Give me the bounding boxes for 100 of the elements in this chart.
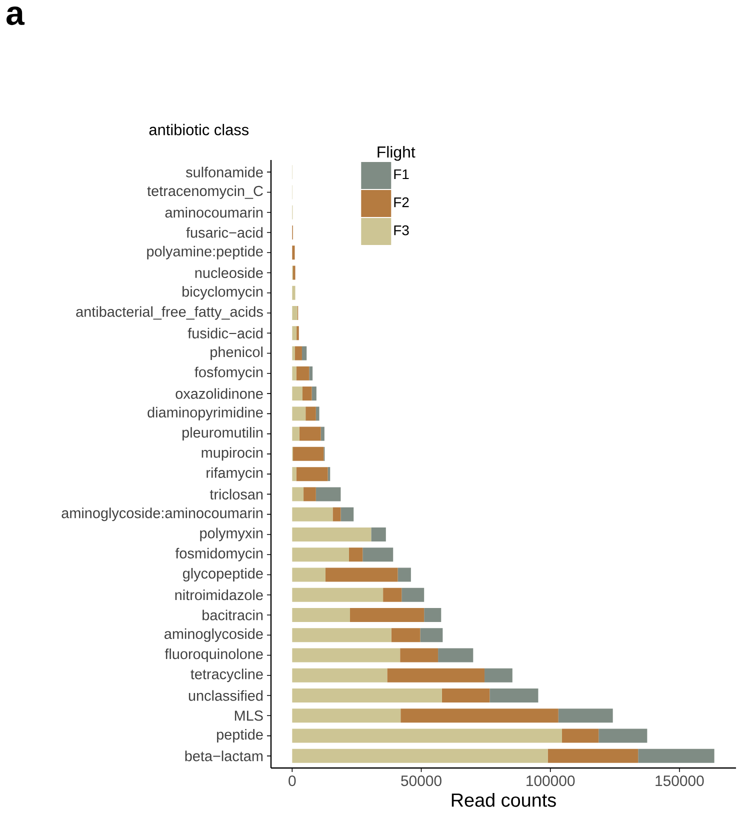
bar xyxy=(400,708,559,723)
y-tick-label: sulfonamide xyxy=(186,166,264,178)
y-tick-label: pleuromutilin xyxy=(182,427,263,441)
bar xyxy=(371,527,386,542)
x-tick-label: 0 xyxy=(288,776,296,786)
bar xyxy=(442,688,490,703)
y-tick-label: beta−lactam xyxy=(186,750,263,762)
y-tick-label: triclosan xyxy=(210,488,263,500)
y-axis-title: antibiotic class xyxy=(150,124,249,136)
bar xyxy=(292,306,298,320)
bar xyxy=(292,608,350,622)
bar xyxy=(321,426,325,441)
bar xyxy=(296,326,300,340)
y-tick-label: nitroimidazole xyxy=(176,590,264,600)
bar xyxy=(292,527,372,542)
y-tick-label: rifamycin xyxy=(206,467,263,481)
legend-label: F1 xyxy=(394,169,409,180)
bar xyxy=(292,668,388,682)
bar xyxy=(292,346,296,360)
x-tick-label: 50000 xyxy=(401,776,442,786)
bar xyxy=(332,507,341,522)
bar xyxy=(302,386,312,401)
bar xyxy=(312,386,317,401)
bar xyxy=(292,708,401,723)
bar xyxy=(562,728,599,743)
bar xyxy=(292,728,562,743)
bar xyxy=(292,648,400,662)
bar xyxy=(292,628,392,642)
y-tick-label: antibacterial_free_fatty_acids xyxy=(76,306,264,320)
y-tick-label: bacitracin xyxy=(202,610,263,620)
bar xyxy=(400,648,438,662)
bar xyxy=(309,366,313,380)
bar xyxy=(292,366,297,380)
y-tick-label: tetracenomycin_C xyxy=(147,185,264,199)
y-tick-label: polyamine:peptide xyxy=(147,246,264,260)
bar xyxy=(383,588,402,602)
bar xyxy=(295,346,302,360)
bar xyxy=(424,608,442,622)
bar xyxy=(398,568,412,582)
bar xyxy=(292,487,304,502)
bar xyxy=(292,748,548,763)
bar xyxy=(362,548,394,562)
bar xyxy=(598,728,648,743)
bar xyxy=(292,386,303,401)
bar xyxy=(402,588,424,602)
bar xyxy=(292,568,326,582)
y-tick-label: phenicol xyxy=(210,346,263,360)
x-tick-label: 150000 xyxy=(656,776,704,786)
bar xyxy=(293,446,324,461)
bar xyxy=(292,588,384,602)
text: a xyxy=(6,6,25,26)
bar xyxy=(304,487,316,502)
bar xyxy=(292,548,350,562)
bar xyxy=(316,406,320,421)
bar xyxy=(292,688,442,703)
bar xyxy=(306,406,316,421)
bar xyxy=(292,246,295,260)
bar xyxy=(484,668,513,682)
y-tick-label: fusaric−acid xyxy=(186,227,263,238)
x-axis-title: Read counts xyxy=(452,792,556,807)
bar xyxy=(490,688,538,703)
y-tick-label: oxazolidinone xyxy=(176,388,264,399)
y-tick-label: diaminopyrimidine xyxy=(148,406,264,420)
bar xyxy=(638,748,715,763)
bar xyxy=(558,708,614,723)
bar xyxy=(296,366,310,380)
bar xyxy=(292,507,333,522)
bar xyxy=(292,467,297,482)
bar xyxy=(548,748,638,763)
bar xyxy=(326,568,398,582)
bar xyxy=(392,628,420,642)
y-tick-label: aminoglycoside xyxy=(164,628,264,642)
y-tick-label: glycopeptide xyxy=(183,568,264,582)
y-tick-label: MLS xyxy=(235,710,264,721)
y-tick-label: polymyxin xyxy=(200,528,263,542)
legend-title: Flight xyxy=(378,146,416,161)
bar xyxy=(350,608,424,622)
bar xyxy=(420,628,443,642)
y-tick-label: fosfomycin xyxy=(194,366,263,380)
y-tick-label: nucleoside xyxy=(196,267,264,278)
bar xyxy=(349,548,363,562)
bar xyxy=(292,326,297,340)
bar xyxy=(300,426,322,441)
y-tick-label: bicyclomycin xyxy=(182,286,263,300)
bar xyxy=(340,507,354,522)
y-tick-label: peptide xyxy=(217,729,264,743)
bar xyxy=(438,648,474,662)
legend-label: F3 xyxy=(394,225,409,236)
x-tick-label: 100000 xyxy=(526,776,575,786)
y-tick-label: aminoglycoside:aminocoumarin xyxy=(62,508,263,522)
y-tick-label: tetracycline xyxy=(190,668,264,682)
bar xyxy=(292,406,306,421)
bar xyxy=(296,467,328,482)
bar xyxy=(302,346,307,360)
bar xyxy=(292,426,300,441)
y-tick-label: mupirocin xyxy=(202,447,263,461)
y-tick-label: aminocoumarin xyxy=(166,207,263,218)
y-tick-label: fosmidomycin xyxy=(176,548,263,562)
legend-label: F2 xyxy=(394,197,409,208)
bar xyxy=(292,286,296,300)
